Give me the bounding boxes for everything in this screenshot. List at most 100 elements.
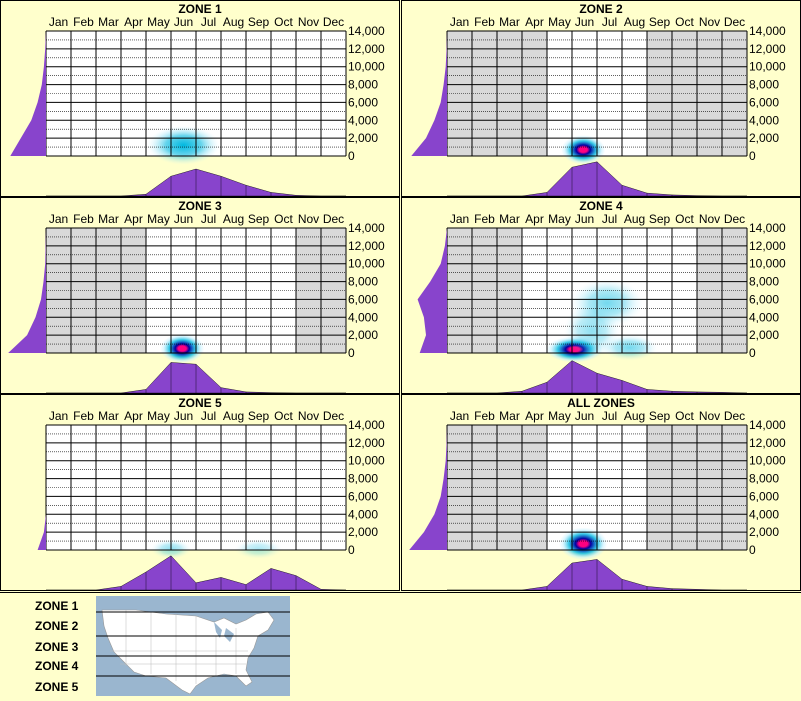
month-label: Nov	[699, 212, 720, 226]
month-label: Aug	[223, 15, 244, 29]
month-column	[522, 228, 547, 353]
month-label: Sep	[649, 15, 671, 29]
month-column	[121, 425, 146, 550]
y-tick-label: 0	[749, 149, 756, 163]
month-column	[121, 31, 146, 156]
month-label: May	[548, 212, 571, 226]
y-tick-label: 6,000	[749, 292, 779, 306]
month-label: Sep	[649, 212, 671, 226]
y-tick-label: 4,000	[348, 507, 378, 521]
y-tick-label: 10,000	[749, 454, 786, 468]
month-label: Jan	[49, 409, 68, 423]
zone-panel-5: ZONE 5 Jan Feb Mar Apr May Jun Jul Aug Sep Oct Nov D…	[0, 394, 400, 591]
month-label: Sep	[248, 409, 270, 423]
month-column	[672, 425, 697, 550]
panel-border	[0, 0, 400, 197]
month-label: Aug	[223, 212, 244, 226]
month-label: Jun	[575, 212, 594, 226]
month-label: Feb	[73, 409, 94, 423]
month-label: Dec	[323, 212, 344, 226]
month-column	[672, 228, 697, 353]
y-tick-label: 2,000	[348, 328, 378, 342]
month-label: Oct	[274, 409, 293, 423]
month-label: Jun	[575, 15, 594, 29]
month-label: Apr	[525, 212, 544, 226]
month-column	[321, 425, 346, 550]
zone-panel-1: ZONE 1 Jan Feb Mar Apr May Jun Jul Aug Sep Oct Nov D…	[0, 0, 400, 197]
month-column	[622, 425, 647, 550]
month-column	[321, 31, 346, 156]
y-tick-label: 12,000	[749, 436, 786, 450]
y-tick-label: 0	[348, 149, 355, 163]
month-label: Mar	[98, 409, 119, 423]
month-column	[221, 228, 246, 353]
month-column	[271, 228, 296, 353]
month-column	[522, 425, 547, 550]
month-label: Mar	[98, 15, 119, 29]
month-label: Jul	[602, 409, 617, 423]
month-label: Dec	[724, 212, 745, 226]
y-tick-label: 6,000	[348, 489, 378, 503]
heat-blob	[147, 125, 220, 165]
y-tick-label: 4,000	[749, 507, 779, 521]
month-label: Oct	[675, 15, 694, 29]
y-tick-label: 12,000	[348, 42, 385, 56]
y-tick-label: 14,000	[348, 24, 385, 38]
month-label: Jan	[49, 15, 68, 29]
y-tick-label: 8,000	[749, 275, 779, 289]
us-zone-map	[96, 596, 290, 696]
elevation-density	[37, 425, 46, 550]
y-tick-label: 14,000	[348, 418, 385, 432]
month-column	[71, 31, 96, 156]
y-tick-label: 0	[348, 346, 355, 360]
month-label: Feb	[474, 15, 495, 29]
zone-label-3: ZONE 3	[35, 640, 79, 654]
month-column	[722, 425, 747, 550]
month-label: Nov	[699, 15, 720, 29]
month-label: Mar	[98, 212, 119, 226]
month-label: Apr	[124, 409, 143, 423]
month-label: Jun	[575, 409, 594, 423]
y-tick-label: 10,000	[749, 257, 786, 271]
heat-blob	[559, 527, 608, 560]
month-label: Apr	[525, 15, 544, 29]
month-column	[522, 31, 547, 156]
elevation-density	[409, 425, 447, 550]
y-tick-label: 8,000	[749, 78, 779, 92]
panel-title: ALL ZONES	[567, 396, 635, 410]
y-tick-label: 2,000	[348, 131, 378, 145]
month-column	[722, 228, 747, 353]
month-column	[171, 425, 196, 550]
y-tick-label: 2,000	[749, 328, 779, 342]
month-label: May	[548, 409, 571, 423]
y-tick-label: 12,000	[749, 42, 786, 56]
month-label: Oct	[675, 212, 694, 226]
y-tick-label: 4,000	[749, 310, 779, 324]
zone-legend-panel: ZONE 1 ZONE 2 ZONE 3 ZONE 4 ZONE 5	[0, 592, 801, 701]
y-tick-label: 8,000	[749, 472, 779, 486]
month-label: Jun	[174, 409, 193, 423]
panel-title: ZONE 2	[579, 2, 623, 16]
month-label: Aug	[624, 212, 645, 226]
y-tick-label: 8,000	[348, 472, 378, 486]
y-tick-label: 0	[749, 346, 756, 360]
y-tick-label: 8,000	[348, 78, 378, 92]
month-column	[271, 31, 296, 156]
month-label: Apr	[525, 409, 544, 423]
month-label: Jul	[201, 409, 216, 423]
month-label: Sep	[248, 212, 270, 226]
month-label: Feb	[73, 212, 94, 226]
month-label: Nov	[298, 409, 319, 423]
panel-title: ZONE 3	[178, 199, 222, 213]
month-label: Dec	[323, 15, 344, 29]
month-label: Mar	[499, 15, 520, 29]
month-label: Dec	[724, 409, 745, 423]
charts-canvas: ZONE 1 Jan Feb Mar Apr May Jun Jul Aug Sep Oct Nov D…	[0, 0, 801, 591]
month-label: Nov	[699, 409, 720, 423]
heat-blob	[601, 334, 658, 361]
month-column	[722, 31, 747, 156]
month-label: Aug	[223, 409, 244, 423]
month-label: Jan	[450, 212, 469, 226]
zone-panel-2: ZONE 2 Jan Feb Mar Apr May Jun Jul Aug Sep Oct Nov D…	[401, 0, 801, 197]
